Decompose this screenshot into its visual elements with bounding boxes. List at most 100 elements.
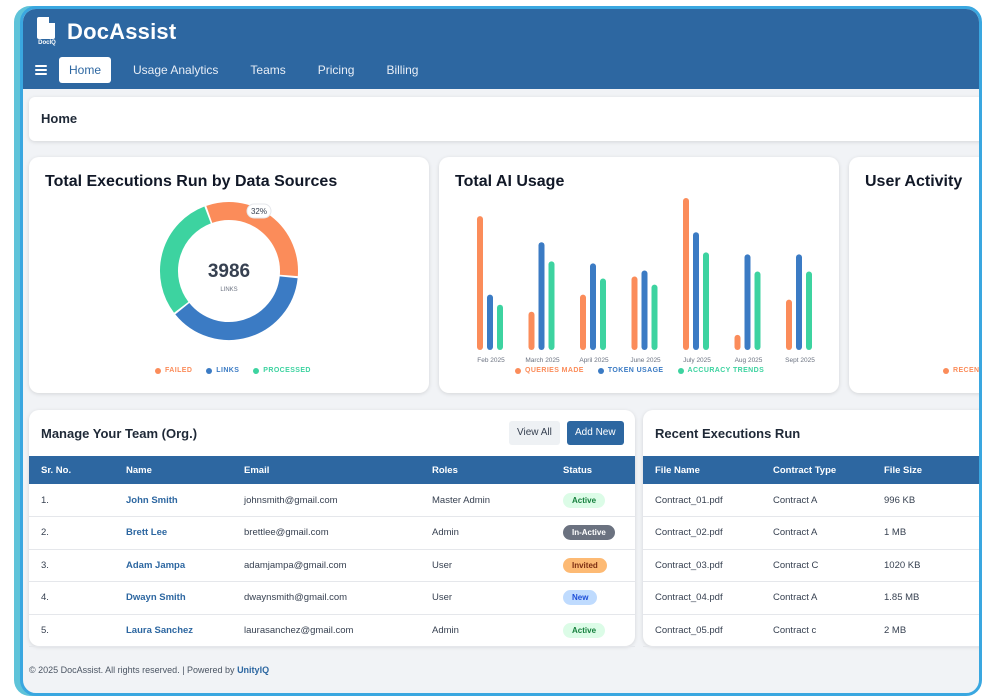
legend-accuracy-trends[interactable]: ACCURACY TRENDS xyxy=(677,367,765,374)
bar-token-usage[interactable] xyxy=(487,294,493,350)
legend-token-usage[interactable]: TOKEN USAGE xyxy=(597,367,664,374)
nav-item-pricing[interactable]: Pricing xyxy=(317,63,355,77)
table-row[interactable]: Contract_02.pdf Contract A 1 MB xyxy=(643,517,979,549)
add-new-button[interactable]: Add New xyxy=(567,421,624,445)
row-status: Active xyxy=(551,484,635,517)
row-file-name[interactable]: Contract_05.pdf xyxy=(655,624,723,636)
footer-text: © 2025 DocAssist. All rights reserved. |… xyxy=(29,665,238,675)
col-status[interactable]: Status xyxy=(563,464,593,476)
table-row[interactable]: Contract_04.pdf Contract A 1.85 MB xyxy=(643,582,979,614)
legend-links[interactable]: LINKS xyxy=(206,367,239,374)
col-roles[interactable]: Roles xyxy=(432,464,458,476)
donut-callout: 32% xyxy=(246,203,272,219)
row-contract-type: Contract c xyxy=(773,624,817,636)
bar-accuracy-trends[interactable] xyxy=(651,284,658,350)
footer: © 2025 DocAssist. All rights reserved. |… xyxy=(29,665,269,675)
status-badge: Active xyxy=(563,622,606,638)
nav-item-home[interactable]: Home xyxy=(59,57,112,83)
executions-chart-title: Total Executions Run by Data Sources xyxy=(45,173,338,190)
col-file-size[interactable]: File Size xyxy=(884,464,923,476)
bar-queries-made[interactable] xyxy=(528,311,535,350)
table-row[interactable]: 3. Adam Jampa adamjampa@gmail.com User Invit… xyxy=(29,549,635,582)
team-table-header: Sr. No. Name Email Roles Status xyxy=(29,456,635,484)
row-contract-type: Contract C xyxy=(773,559,819,571)
bar-legend: QUERIES MADE TOKEN USAGE ACCURACY TRENDS xyxy=(515,367,764,374)
col-email[interactable]: Email xyxy=(244,464,270,476)
x-tick-label: July 2025 xyxy=(683,357,711,364)
bar-queries-made[interactable] xyxy=(734,334,741,350)
executions-by-source-card: Total Executions Run by Data Sources 32%… xyxy=(29,157,429,393)
table-row[interactable]: 4. Dwayn Smith dwaynsmith@gmail.com User New xyxy=(29,582,635,614)
donut-slice-failed[interactable] xyxy=(206,202,298,277)
legend-processed[interactable]: PROCESSED xyxy=(253,367,311,374)
team-table: Sr. No. Name Email Roles Status 1. John S… xyxy=(29,456,635,647)
bar-accuracy-trends[interactable] xyxy=(497,304,503,350)
status-badge: In-Active xyxy=(563,525,615,541)
top-navigation-bar: DocIQ DocAssist Home Usage Analytics Tea… xyxy=(23,9,979,89)
table-row[interactable]: 5. Laura Sanchez laurasanchez@gmail.com Adm… xyxy=(29,614,635,647)
footer-brand-link[interactable]: UnityIQ xyxy=(237,665,270,675)
row-file-size: 2 MB xyxy=(884,624,907,636)
bar-accuracy-trends[interactable] xyxy=(548,261,555,350)
row-member-name[interactable]: Dwayn Smith xyxy=(126,592,186,604)
row-email: brettlee@gmail.com xyxy=(244,527,329,539)
bar-queries-made[interactable] xyxy=(631,276,638,350)
brand[interactable]: DocIQ DocAssist xyxy=(35,17,176,47)
nav-item-teams[interactable]: Teams xyxy=(250,63,286,77)
legend-failed[interactable]: FAILED xyxy=(155,367,192,374)
bar-accuracy-trends[interactable] xyxy=(754,271,761,350)
table-row[interactable]: Contract_01.pdf Contract A 996 KB xyxy=(643,484,979,517)
executions-table-header: File Name Contract Type File Size xyxy=(643,456,979,484)
legend-recent[interactable]: RECEN xyxy=(943,367,979,374)
table-row[interactable]: 1. John Smith johnsmith@gmail.com Master Ad… xyxy=(29,484,635,517)
page-title: Home xyxy=(41,111,78,126)
view-all-button[interactable]: View All xyxy=(509,421,560,445)
bar-accuracy-trends[interactable] xyxy=(703,252,709,350)
table-row[interactable]: Contract_03.pdf Contract C 1020 KB xyxy=(643,549,979,582)
bar-token-usage[interactable] xyxy=(538,242,545,350)
bar-queries-made[interactable] xyxy=(580,294,586,350)
row-member-name[interactable]: Brett Lee xyxy=(126,527,168,539)
row-member-name[interactable]: Adam Jampa xyxy=(126,559,186,571)
row-member-name[interactable]: John Smith xyxy=(126,494,178,506)
col-sr-no[interactable]: Sr. No. xyxy=(41,464,72,476)
bar-token-usage[interactable] xyxy=(590,263,596,350)
status-badge: Active xyxy=(563,492,606,508)
bar-token-usage[interactable] xyxy=(693,232,699,350)
donut-slice-links[interactable] xyxy=(175,275,298,340)
table-row[interactable]: Contract_05.pdf Contract c 2 MB xyxy=(643,614,979,647)
col-name[interactable]: Name xyxy=(126,464,152,476)
row-file-name[interactable]: Contract_01.pdf xyxy=(655,494,723,506)
manage-team-card: Manage Your Team (Org.) View All Add New… xyxy=(29,410,635,647)
hamburger-menu-icon[interactable] xyxy=(35,64,47,76)
donut-slice-processed[interactable] xyxy=(160,206,212,313)
bar-accuracy-trends[interactable] xyxy=(600,278,606,350)
row-role: Admin xyxy=(432,624,459,636)
bar-accuracy-trends[interactable] xyxy=(806,271,812,350)
row-file-name[interactable]: Contract_04.pdf xyxy=(655,592,723,604)
row-member-name[interactable]: Laura Sanchez xyxy=(126,624,194,636)
nav-item-billing[interactable]: Billing xyxy=(386,63,419,77)
row-status: Active xyxy=(551,614,635,647)
status-badge: Invited xyxy=(563,557,607,573)
bar-queries-made[interactable] xyxy=(477,216,483,350)
col-contract-type[interactable]: Contract Type xyxy=(773,464,837,476)
bar-queries-made[interactable] xyxy=(786,299,792,350)
col-file-name[interactable]: File Name xyxy=(655,464,700,476)
legend-queries-made[interactable]: QUERIES MADE xyxy=(515,367,584,374)
x-tick-label: Feb 2025 xyxy=(477,357,505,364)
row-sr-no: 2. xyxy=(41,527,49,539)
x-tick-label: Aug 2025 xyxy=(735,357,763,364)
x-tick-label: March 2025 xyxy=(525,357,560,364)
row-contract-type: Contract A xyxy=(773,592,818,604)
nav-item-usage-analytics[interactable]: Usage Analytics xyxy=(133,63,219,77)
bar-queries-made[interactable] xyxy=(683,198,689,350)
row-file-name[interactable]: Contract_03.pdf xyxy=(655,559,723,571)
user-activity-card: User Activity RECEN xyxy=(849,157,979,393)
bar-token-usage[interactable] xyxy=(796,254,802,350)
table-row[interactable]: 2. Brett Lee brettlee@gmail.com Admin In-Act… xyxy=(29,517,635,549)
bar-token-usage[interactable] xyxy=(641,270,648,350)
row-file-name[interactable]: Contract_02.pdf xyxy=(655,527,723,539)
bar-token-usage[interactable] xyxy=(744,254,751,350)
donut-chart: 32% 3986 LINKS xyxy=(160,202,298,340)
